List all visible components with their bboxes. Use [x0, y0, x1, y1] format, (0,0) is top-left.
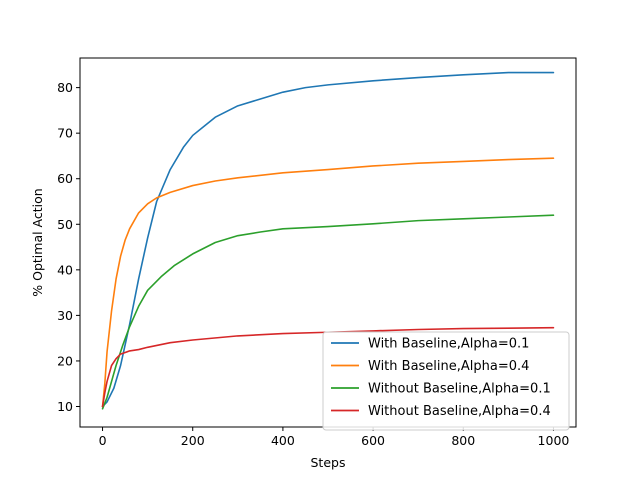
series-line-4 — [101, 326, 555, 408]
legend-box — [322, 331, 570, 431]
y-tick-label: 30 — [57, 308, 73, 323]
legend-label: Without Baseline,Alpha=0.1 — [368, 382, 551, 397]
y-tick-label: 80 — [57, 80, 73, 95]
legend: With Baseline,Alpha=0.1 With Baseline,Alp… — [322, 331, 570, 431]
x-tick-label: 600 — [361, 433, 385, 448]
x-axis-title: Steps — [311, 455, 346, 470]
x-tick-label: 200 — [181, 433, 205, 448]
y-tick-label: 50 — [57, 217, 73, 232]
legend-label: With Baseline,Alpha=0.1 — [368, 337, 529, 352]
y-tick-label: 70 — [57, 126, 73, 141]
y-tick-label: 20 — [57, 353, 73, 368]
y-axis: 10 20 30 40 50 60 70 80 — [57, 80, 80, 414]
y-tick-label: 40 — [57, 262, 73, 277]
x-tick-label: 0 — [99, 433, 107, 448]
series-line-2 — [101, 157, 555, 408]
y-tick-label: 10 — [57, 399, 73, 414]
x-tick-label: 800 — [451, 433, 475, 448]
series-line-1 — [101, 71, 555, 408]
legend-label: Without Baseline,Alpha=0.4 — [368, 404, 551, 419]
plot-lines — [101, 71, 555, 410]
x-tick-label: 1000 — [538, 433, 570, 448]
series-line-3 — [101, 214, 555, 410]
y-axis-title: % Optimal Action — [30, 188, 45, 296]
x-tick-label: 400 — [271, 433, 295, 448]
y-tick-label: 60 — [57, 171, 73, 186]
legend-label: With Baseline,Alpha=0.4 — [368, 359, 529, 374]
